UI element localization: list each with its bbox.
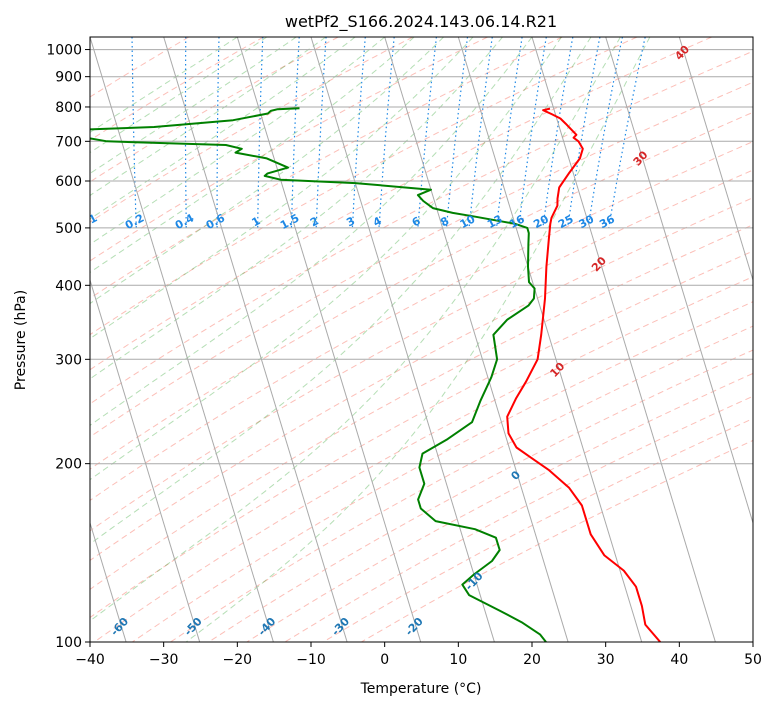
isotherm [90,278,201,642]
isotherm [457,37,643,642]
isotherm [678,37,753,282]
mixing-ratio-label: 30 [577,212,597,231]
x-tick-label: −20 [223,652,253,668]
dry-adiabat [208,349,753,642]
x-tick-label: −40 [75,652,105,668]
mixing-ratio-line [257,37,264,228]
x-tick-label: −10 [296,652,326,668]
dry-adiabat [90,37,414,223]
y-tick-label: 1000 [46,43,82,59]
temperature-profile [506,107,661,642]
dry-adiabat [90,141,753,502]
x-axis-title: Temperature (°C) [360,681,482,697]
moist-adiabat [90,37,238,134]
y-tick-label: 900 [55,70,82,86]
moist-adiabat [90,37,444,305]
moist-adiabat [90,37,415,273]
moist-adiabats [90,37,651,642]
chart-title: wetPf2_S166.2024.143.06.14.R21 [285,12,557,32]
axes: −40 −30 −20 −10 0 10 20 30 40 50 100 200 300 400 500 60… [46,43,762,668]
mixing-ratio-line [468,37,493,228]
isotherm [531,37,716,642]
pressure-gridlines [90,49,753,642]
y-tick-label: 400 [55,278,82,294]
mixing-ratio-line [131,37,137,228]
dry-adiabat [90,250,753,619]
isotherm [90,521,127,642]
y-tick-label: 100 [55,635,82,651]
mixing-ratio-label: 36 [597,212,617,231]
dry-adiabat [284,395,753,642]
dry-adiabat [90,37,712,371]
moist-adiabat [90,37,386,246]
moist-adiabat [90,37,474,340]
dry-adiabat [90,37,488,262]
moist-adiabat [90,37,621,622]
isotherm [236,37,422,642]
moist-adiabat [90,37,533,426]
isotherms [90,37,753,642]
x-tick-label: 30 [597,652,615,668]
y-tick-label: 500 [55,221,82,237]
mixing-ratio-line [290,37,300,228]
mixing-ratio-line [542,37,574,228]
isotherm [90,37,274,642]
x-tick-label: −30 [149,652,179,668]
x-tick-label: 0 [380,652,389,668]
dry-adiabat [90,169,753,532]
mixing-ratio-line [351,37,366,228]
mixing-ratio-label: 16 [507,212,527,231]
y-tick-label: 600 [55,174,82,190]
dry-adiabat [90,37,264,141]
moist-adiabat [90,37,562,481]
dry-adiabat [90,37,190,98]
x-tick-label: 40 [670,652,688,668]
plot-frame [89,36,754,643]
mixing-ratio-line [566,37,601,228]
isotherm [310,37,495,642]
mixing-ratio-label: 0.1 [76,211,99,232]
y-tick-label: 800 [55,100,82,116]
moist-adiabat [90,37,268,154]
moist-adiabat [90,37,503,380]
moist-adiabat [90,37,592,545]
mixing-ratio-line [184,37,187,228]
mixing-ratio-line [417,37,437,228]
mixing-ratio-label: 25 [556,212,576,231]
dewpoint-profile [90,107,547,642]
dry-adiabat [90,224,753,590]
x-tick-label: 50 [744,652,762,668]
mixing-ratio-label: 20 [531,212,551,231]
y-axis-title: Pressure (hPa) [13,290,29,390]
mixing-ratio-lines [131,37,646,228]
isotherm [163,37,348,642]
isotherm [384,37,569,642]
isotherm [605,37,753,525]
y-tick-label: 700 [55,134,82,150]
mixing-ratio-line [216,37,220,228]
mixing-ratio-label: 10 [458,212,478,231]
moist-adiabat [185,37,651,642]
y-tick-label: 300 [55,352,82,368]
x-tick-label: 20 [523,652,541,668]
dry-adiabat [170,325,753,642]
mixing-ratio-line [315,37,327,228]
mixing-ratio-line [518,37,547,228]
y-tick-label: 200 [55,457,82,473]
mixing-ratio-line [445,37,469,228]
profile-series [90,107,661,642]
x-tick-label: 10 [449,652,467,668]
mixing-ratio-line [495,37,523,228]
mixing-ratio-label: 13 [485,212,505,231]
